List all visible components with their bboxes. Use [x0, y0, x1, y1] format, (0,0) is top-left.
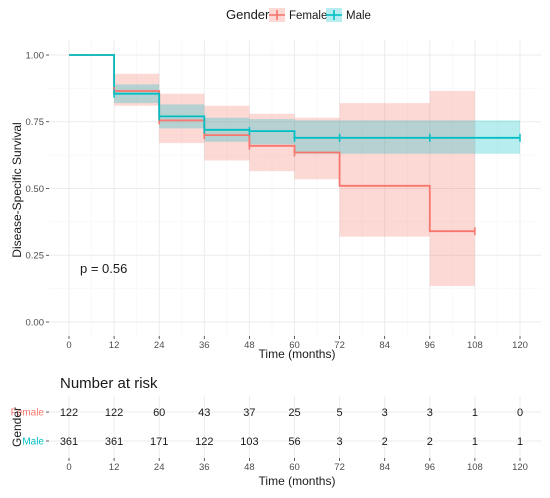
- risk-cell-male: 2: [427, 436, 433, 448]
- risk-cell-female: 122: [105, 407, 123, 419]
- risk-x-tick-label: 120: [512, 462, 528, 473]
- risk-cell-female: 5: [337, 407, 343, 419]
- risk-x-tick-label: 12: [109, 462, 120, 473]
- y-tick-label: 1.00: [26, 50, 45, 61]
- x-tick-label: 48: [244, 340, 255, 351]
- risk-cell-female: 0: [517, 407, 523, 419]
- y-tick-label: 0.75: [26, 117, 45, 128]
- risk-x-tick-label: 0: [66, 462, 71, 473]
- x-tick-label: 108: [467, 340, 483, 351]
- risk-x-tick-label: 108: [467, 462, 483, 473]
- survival-curve-female: [69, 54, 475, 233]
- x-tick-label: 36: [199, 340, 210, 351]
- risk-cell-female: 43: [198, 407, 210, 419]
- risk-cell-male: 171: [150, 436, 168, 448]
- x-tick-label: 96: [425, 340, 436, 351]
- x-tick-label: 0: [66, 340, 71, 351]
- legend-label-female: Female: [289, 10, 327, 22]
- risk-x-tick-label: 48: [244, 462, 255, 473]
- risk-x-tick-label: 72: [334, 462, 345, 473]
- risk-row-label-female: Female: [11, 408, 45, 419]
- risk-cell-female: 3: [382, 407, 388, 419]
- risk-x-tick-label: 24: [154, 462, 165, 473]
- risk-cell-male: 103: [240, 436, 258, 448]
- risk-table-title: Number at risk: [60, 375, 158, 392]
- x-tick-label: 84: [379, 340, 390, 351]
- legend: Gender Female Male: [226, 7, 371, 22]
- risk-cell-female: 3: [427, 407, 433, 419]
- y-axis-ticks: 0.00 0.25 0.50 0.75 1.00: [26, 50, 49, 328]
- risk-cell-female: 37: [243, 407, 255, 419]
- risk-cell-female: 60: [153, 407, 165, 419]
- confidence-band-female: [69, 55, 475, 286]
- x-tick-label: 12: [109, 340, 120, 351]
- y-tick-label: 0.25: [26, 251, 45, 262]
- censor-marks: [113, 87, 521, 236]
- risk-table-x-title: Time (months): [259, 474, 336, 488]
- x-tick-label: 72: [334, 340, 345, 351]
- x-tick-label: 120: [512, 340, 528, 351]
- legend-label-male: Male: [346, 10, 371, 22]
- risk-x-tick-label: 96: [425, 462, 436, 473]
- y-axis-title: Disease-Specific Survival: [10, 122, 24, 257]
- confidence-bands: [69, 55, 520, 286]
- y-tick-label: 0.50: [26, 184, 45, 195]
- risk-cell-male: 1: [472, 436, 478, 448]
- risk-cell-male: 361: [60, 436, 78, 448]
- risk-row-label-male: Male: [22, 437, 44, 448]
- risk-cell-male: 361: [105, 436, 123, 448]
- x-axis-ticks: 0 12 24 36 48 60 72 84 96 108 120: [66, 336, 528, 351]
- risk-cell-male: 3: [337, 436, 343, 448]
- risk-cell-female: 25: [288, 407, 300, 419]
- risk-table-grid: [49, 396, 541, 458]
- risk-table-x-ticks: 0 12 24 36 48 60 72 84 96 108 120: [66, 458, 528, 473]
- confidence-band-male: [69, 55, 520, 154]
- risk-cell-male: 2: [382, 436, 388, 448]
- legend-title: Gender: [226, 7, 270, 22]
- x-tick-label: 60: [289, 340, 300, 351]
- risk-cell-male: 1: [517, 436, 523, 448]
- y-tick-label: 0.00: [26, 317, 45, 328]
- risk-x-tick-label: 60: [289, 462, 300, 473]
- x-tick-label: 24: [154, 340, 165, 351]
- x-axis-title: Time (months): [259, 347, 336, 361]
- legend-key-male: [326, 8, 342, 22]
- risk-table-cells: 122 122 60 43 37 25 5 3 3 1 0 361 361 171 122 103 56 3 2 2 1…: [60, 407, 523, 448]
- p-value-annotation: p = 0.56: [80, 261, 127, 276]
- risk-table-y-title: Gender: [10, 407, 24, 447]
- risk-cell-male: 122: [195, 436, 213, 448]
- risk-x-tick-label: 36: [199, 462, 210, 473]
- risk-x-tick-label: 84: [379, 462, 390, 473]
- risk-cell-female: 122: [60, 407, 78, 419]
- risk-cell-female: 1: [472, 407, 478, 419]
- risk-table-row-labels: Female Male: [11, 408, 49, 448]
- risk-cell-male: 56: [288, 436, 300, 448]
- legend-key-female: [269, 8, 285, 22]
